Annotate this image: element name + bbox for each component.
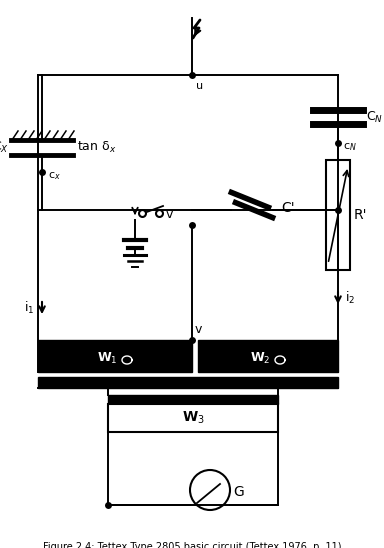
Bar [108, 395, 278, 404]
Text: W$_1$: W$_1$ [97, 351, 118, 366]
Text: i$_1$: i$_1$ [24, 300, 34, 316]
Text: Figure 2.4: Tettex Type 2805 basic circuit (Tettex 1976, p. 11): Figure 2.4: Tettex Type 2805 basic circu… [43, 542, 341, 548]
Text: u: u [196, 81, 203, 91]
Text: v: v [195, 323, 202, 336]
Text: W$_2$: W$_2$ [250, 351, 270, 366]
Bar [326, 160, 350, 270]
Bar [38, 377, 338, 388]
Text: R': R' [354, 208, 367, 222]
Text: W$_3$: W$_3$ [182, 410, 204, 426]
Text: c$_x$: c$_x$ [48, 170, 61, 182]
Text: tan δ$_x$: tan δ$_x$ [77, 139, 116, 155]
Text: C': C' [281, 201, 295, 215]
Text: C$_N$: C$_N$ [366, 110, 383, 124]
Text: c$_N$: c$_N$ [343, 141, 357, 153]
Bar [198, 340, 338, 372]
Bar [38, 340, 192, 372]
Text: i$_2$: i$_2$ [345, 290, 355, 306]
Text: C$_X$: C$_X$ [0, 139, 9, 155]
Text: v: v [166, 208, 173, 221]
Text: G: G [233, 485, 244, 499]
Bar [108, 404, 278, 432]
